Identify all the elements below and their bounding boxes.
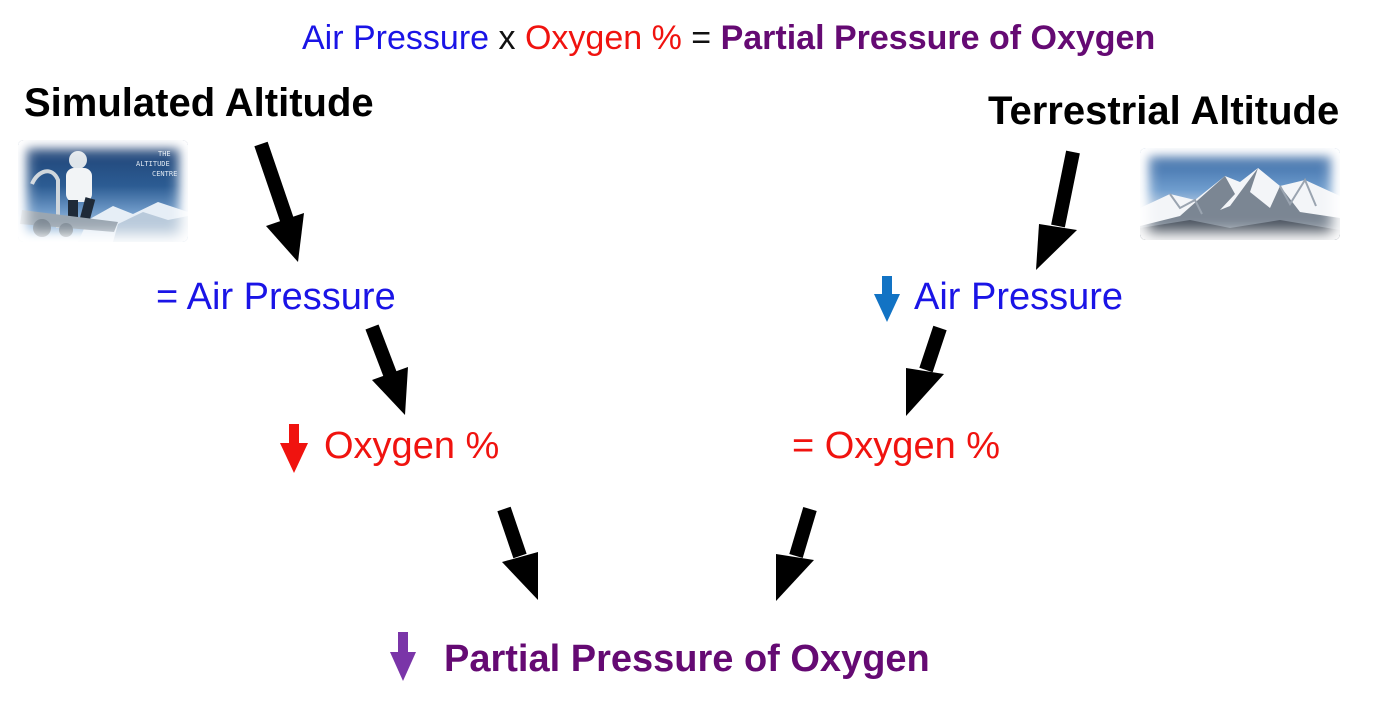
arrow-right-oxygen-to-result: [776, 507, 817, 601]
photo-text-altitude: ALTITUDE: [136, 160, 170, 168]
down-arrow-icon-air-pressure: [874, 276, 900, 322]
left-oxygen-decreased: Oxygen %: [324, 425, 500, 467]
right-air-pressure-decreased: Air Pressure: [914, 276, 1124, 318]
photo-text-the: THE: [158, 150, 171, 158]
formula-oxygen-percent: Oxygen %: [524, 19, 682, 57]
heading-simulated-altitude: Simulated Altitude: [24, 81, 374, 125]
arrow-terrestrial-to-air: [1036, 150, 1080, 270]
right-oxygen-equal: = Oxygen %: [792, 425, 1001, 467]
treadmill-runner-image: THE ALTITUDE CENTRE: [20, 150, 188, 242]
mountain-range-image: [1140, 168, 1340, 240]
altitude-centre-photo: THE ALTITUDE CENTRE: [18, 140, 188, 242]
heading-terrestrial-altitude: Terrestrial Altitude: [988, 89, 1340, 133]
formula-equals: =: [691, 19, 712, 57]
arrow-left-air-to-oxygen: [365, 324, 408, 415]
formula-times: x: [498, 19, 516, 57]
arrow-left-oxygen-to-result: [497, 506, 538, 600]
formula-partial-pressure: Partial Pressure of Oxygen: [720, 19, 1156, 57]
arrow-simulated-to-air: [254, 141, 304, 262]
result-partial-pressure: Partial Pressure of Oxygen: [444, 638, 930, 680]
arrow-right-air-to-oxygen: [906, 325, 947, 416]
formula-air-pressure: Air Pressure: [302, 19, 490, 57]
down-arrow-icon-partial-pressure: [390, 632, 416, 681]
left-air-pressure-equal: = Air Pressure: [156, 276, 396, 318]
mountain-photo: [1140, 148, 1340, 240]
photo-text-centre: CENTRE: [152, 170, 177, 178]
down-arrow-icon-oxygen: [280, 424, 308, 473]
